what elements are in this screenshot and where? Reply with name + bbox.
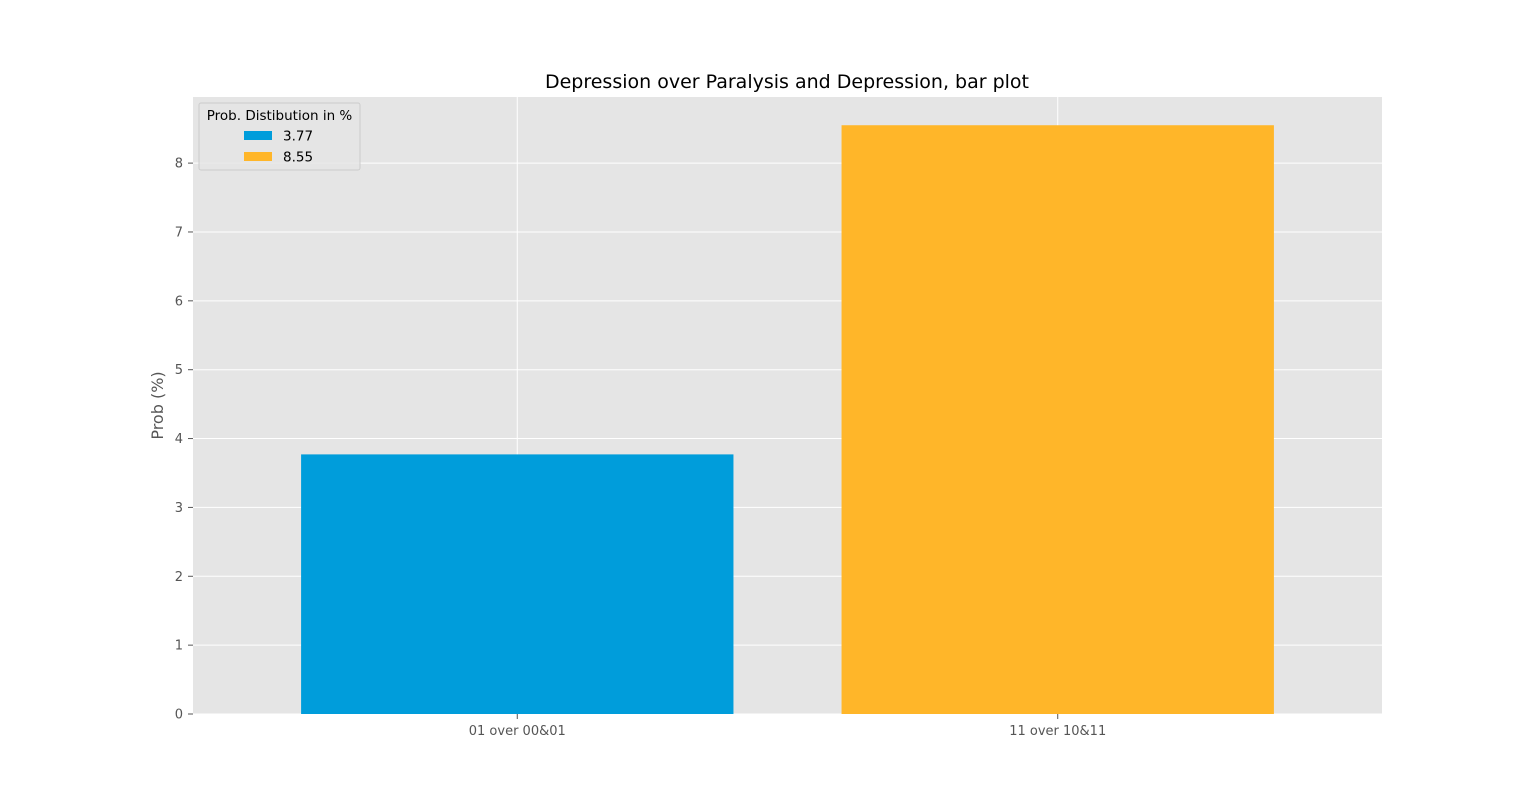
- chart-title: Depression over Paralysis and Depression…: [545, 71, 1029, 93]
- y-tick-label: 5: [175, 363, 183, 378]
- x-axis-ticks: 01 over 00&01 11 over 10&11: [469, 714, 1106, 739]
- legend-title: Prob. Distibution in %: [207, 108, 353, 124]
- y-tick-label: 7: [175, 225, 183, 240]
- bars: [301, 125, 1274, 714]
- legend-entries: 3.77 8.55: [244, 129, 313, 166]
- bar: [841, 125, 1274, 714]
- legend-box: [198, 102, 361, 171]
- x-tick-label: 01 over 00&01: [469, 724, 566, 739]
- y-tick-label: 3: [175, 501, 183, 516]
- legend-swatch: [244, 131, 272, 140]
- y-tick-label: 2: [175, 570, 183, 585]
- bar: [301, 454, 734, 714]
- y-tick-label: 1: [175, 639, 183, 654]
- y-tick-label: 4: [175, 432, 183, 447]
- y-axis-ticks: 0 1 2 3 4 5 6 7 8: [175, 157, 193, 723]
- legend-entry-label: 3.77: [283, 129, 313, 145]
- legend-entry-label: 8.55: [283, 150, 313, 166]
- legend-swatch: [244, 152, 272, 161]
- x-tick-label: 11 over 10&11: [1009, 724, 1106, 739]
- y-axis-label: Prob (%): [148, 371, 167, 439]
- y-tick-label: 6: [175, 294, 183, 309]
- legend: Prob. Distibution in % 3.77 8.55: [198, 102, 361, 171]
- y-tick-label: 0: [175, 708, 183, 723]
- y-tick-label: 8: [175, 157, 183, 172]
